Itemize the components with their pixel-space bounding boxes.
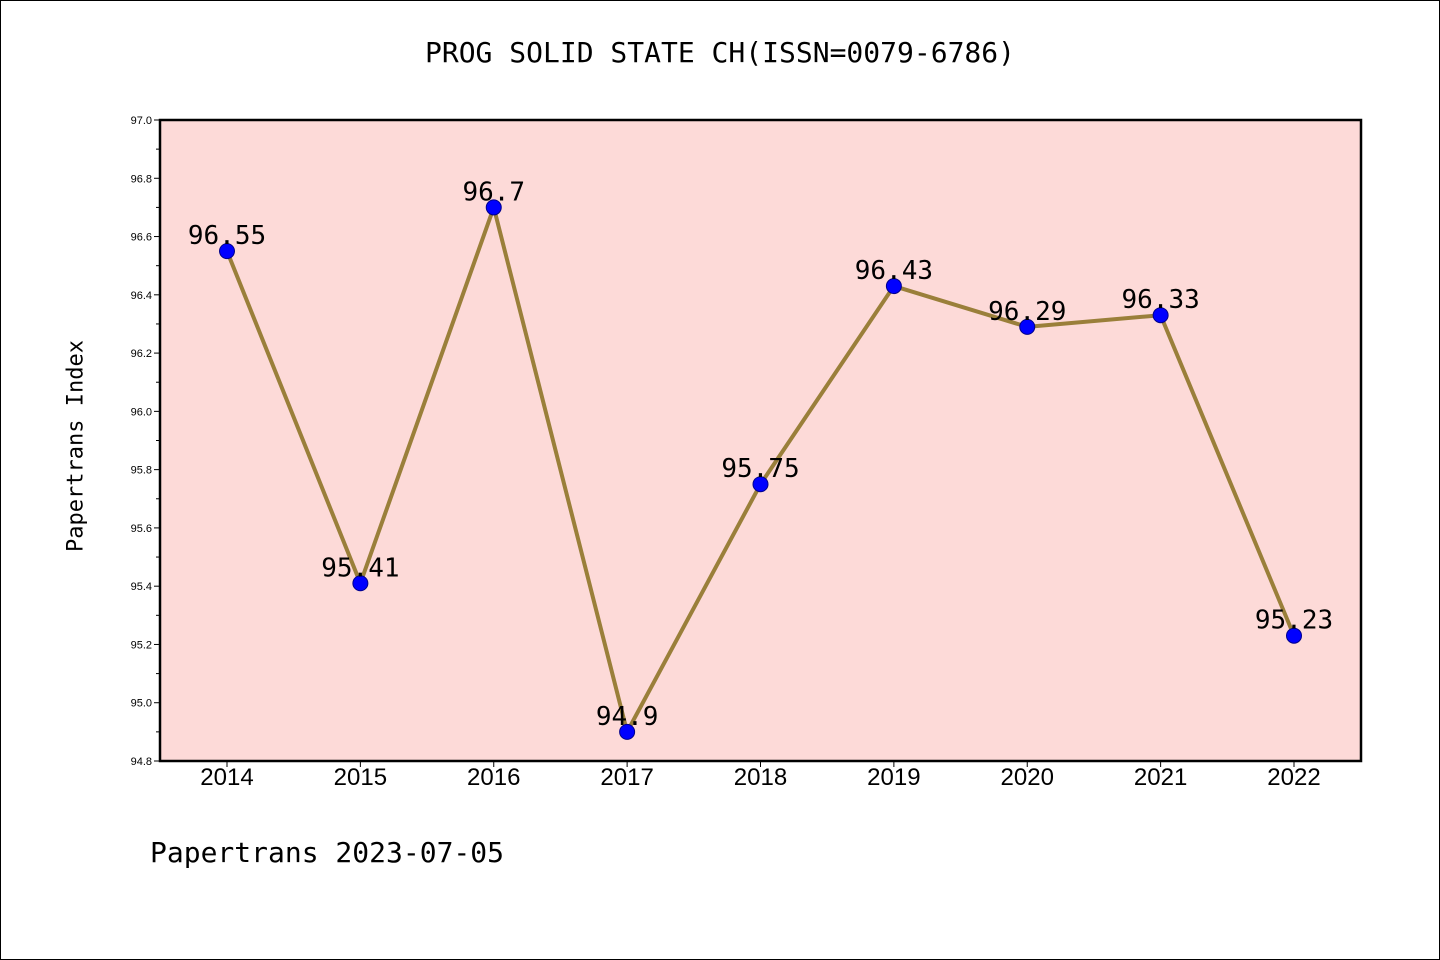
- data-point: [219, 243, 235, 260]
- y-tick-label: 95.4: [131, 581, 152, 593]
- y-tick-label: 95.0: [131, 698, 152, 710]
- data-label: 95.41: [321, 553, 399, 583]
- data-label: 96.55: [188, 221, 266, 251]
- y-tick-label: 97.0: [131, 115, 152, 127]
- data-point: [1152, 307, 1169, 324]
- data-labels: 96.55 95.41 96.7 94.9 95.75 96.43 96.29 96.33 95…: [188, 177, 1333, 731]
- y-tick-label: 95.6: [131, 523, 152, 535]
- data-point: [752, 476, 769, 493]
- y-tick-label: 96.4: [131, 290, 152, 302]
- x-tick-label: 2018: [734, 764, 787, 791]
- data-label: 94.9: [596, 702, 659, 732]
- y-axis: 94.8 95.0 95.2 95.4 95.6 95.8 96.0 96.2 96.4 96.6…: [131, 115, 160, 768]
- y-tick-label: 95.8: [131, 465, 152, 477]
- data-point: [619, 723, 636, 740]
- x-tick-label: 2017: [600, 764, 653, 791]
- y-tick-label: 96.0: [131, 406, 152, 418]
- x-axis: 2014 2015 2016 2017 2018 2019 2020 2021 2022: [200, 761, 1321, 791]
- y-tick-label: 96.2: [131, 348, 152, 360]
- data-label: 96.7: [462, 177, 525, 207]
- x-tick-label: 2016: [467, 764, 520, 791]
- data-label: 96.29: [988, 297, 1066, 327]
- data-point: [352, 575, 369, 592]
- y-tick-label: 94.8: [131, 756, 152, 768]
- footer-caption: Papertrans 2023-07-05: [150, 836, 505, 869]
- chart-title: PROG SOLID STATE CH(ISSN=0079-6786): [424, 36, 1015, 69]
- x-tick-label: 2019: [867, 764, 920, 791]
- data-point: [1019, 318, 1036, 335]
- x-tick-label: 2022: [1267, 764, 1320, 791]
- x-tick-label: 2014: [200, 764, 253, 791]
- data-point: [1286, 627, 1302, 644]
- x-tick-label: 2020: [1001, 764, 1054, 791]
- plot-area: [160, 120, 1361, 761]
- y-tick-label: 96.8: [131, 173, 152, 185]
- x-tick-label: 2015: [334, 764, 387, 791]
- data-label: 95.23: [1255, 606, 1333, 636]
- data-label: 96.43: [855, 256, 933, 286]
- x-tick-label: 2021: [1134, 764, 1187, 791]
- data-points: [219, 199, 1302, 740]
- data-label: 96.33: [1121, 285, 1199, 315]
- y-tick-label: 95.2: [131, 639, 152, 651]
- data-point: [885, 278, 902, 295]
- y-tick-label: 96.6: [131, 232, 152, 244]
- data-point: [485, 199, 502, 216]
- plot-border: [158, 118, 1363, 763]
- data-label: 95.75: [721, 454, 799, 484]
